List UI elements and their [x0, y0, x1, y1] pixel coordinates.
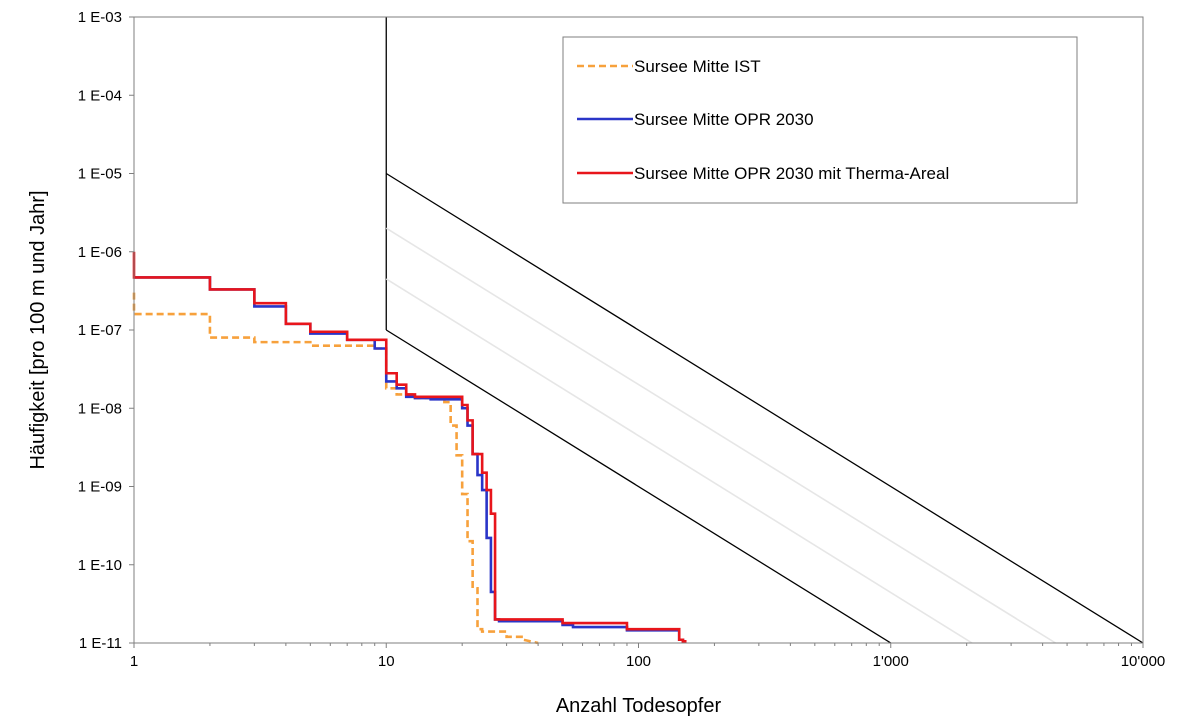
- x-tick-label: 10: [378, 653, 395, 670]
- y-tick-label: 1 E-07: [78, 322, 122, 339]
- x-tick-label: 100: [626, 653, 651, 670]
- criteria-line-1: [385, 172, 1144, 644]
- x-axis-title: Anzahl Todesopfer: [556, 695, 722, 717]
- x-tick-label: 1'000: [873, 653, 909, 670]
- y-axis: 1 E-03 1 E-04 1 E-05 1 E-06 1 E-07 1 E-08 1 E-…: [78, 9, 134, 652]
- x-tick-label: 1: [130, 653, 138, 670]
- legend-label-opr-2030-therma: Sursee Mitte OPR 2030 mit Therma-Areal: [634, 164, 949, 183]
- criteria-line-4: [385, 278, 973, 644]
- criteria-line-3: [385, 227, 1056, 644]
- y-tick-label: 1 E-04: [78, 87, 122, 104]
- legend: Sursee Mitte IST Sursee Mitte OPR 2030 S…: [562, 36, 1078, 204]
- x-axis: 1 10 100 1'000 10'000: [130, 643, 1165, 670]
- criteria-line-2: [385, 329, 892, 644]
- legend-label-opr-2030: Sursee Mitte OPR 2030: [634, 110, 814, 129]
- series-line-2: [132, 251, 687, 643]
- legend-box: [562, 36, 1078, 204]
- y-tick-label: 1 E-10: [78, 557, 122, 574]
- series-line-1: [134, 276, 687, 643]
- y-tick-label: 1 E-05: [78, 166, 122, 183]
- y-tick-label: 1 E-11: [79, 635, 122, 652]
- y-tick-label: 1 E-08: [78, 400, 122, 417]
- legend-label-ist: Sursee Mitte IST: [634, 57, 761, 76]
- series-line-0: [132, 292, 539, 645]
- data-series: [132, 251, 687, 645]
- y-tick-label: 1 E-09: [78, 479, 122, 496]
- y-tick-label: 1 E-06: [78, 244, 122, 261]
- criteria-lines: [385, 17, 1144, 644]
- y-axis-title: Häufigkeit [pro 100 m und Jahr]: [27, 190, 49, 469]
- x-tick-label: 10'000: [1121, 653, 1166, 670]
- y-tick-label: 1 E-03: [78, 9, 122, 26]
